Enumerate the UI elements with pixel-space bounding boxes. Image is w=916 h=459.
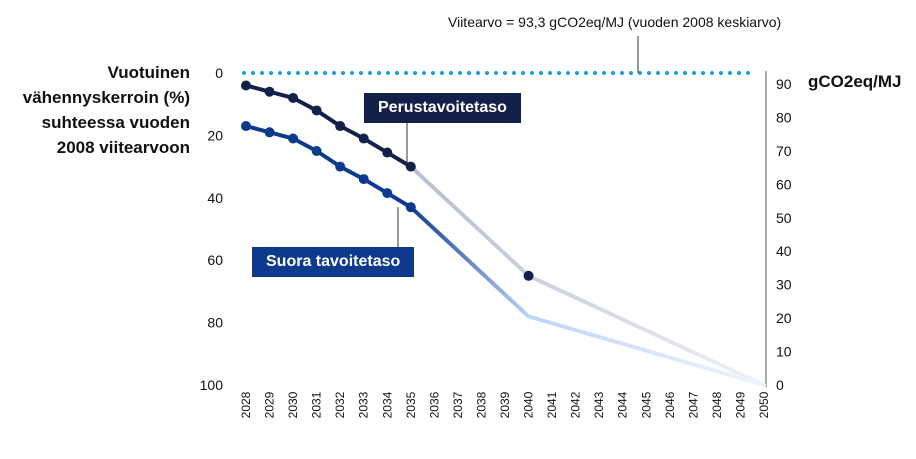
data-point-suora-tavoitetaso <box>264 127 275 138</box>
x-tick-label: 2028 <box>239 391 253 418</box>
x-tick-label: 2044 <box>616 391 630 418</box>
y-tick-label-right: 80 <box>776 109 792 125</box>
x-tick-label: 2035 <box>404 391 418 418</box>
y-tick-label-right: 0 <box>776 377 784 393</box>
x-tick-label: 2042 <box>569 391 583 418</box>
y-tick-label-left: 60 <box>207 252 223 268</box>
x-tick-label: 2034 <box>380 391 394 418</box>
data-point-suora-tavoitetaso <box>241 121 251 132</box>
y-tick-label-right: 50 <box>776 210 792 226</box>
y-tick-label-left: 0 <box>215 65 223 81</box>
y-axis-label-right: gCO2eq/MJ <box>808 72 902 91</box>
data-point-perustavoitetaso <box>288 92 299 103</box>
data-point-perustavoitetaso <box>405 161 416 172</box>
data-point-perustavoitetaso <box>241 80 251 91</box>
y-tick-label-right: 20 <box>776 310 792 326</box>
series-trend-line-perustavoitetaso <box>408 164 766 387</box>
x-tick-label: 2047 <box>686 391 700 418</box>
y-tick-label-right: 40 <box>776 243 792 259</box>
x-tick-label: 2029 <box>263 391 277 418</box>
data-point-suora-tavoitetaso <box>311 146 322 156</box>
y-tick-label-right: 30 <box>776 277 792 293</box>
x-tick-label: 2049 <box>733 391 747 418</box>
x-tick-label: 2041 <box>545 391 559 418</box>
x-tick-label: 2050 <box>757 391 771 418</box>
y-tick-label-right: 10 <box>776 344 792 360</box>
reference-note: Viitearvo = 93,3 gCO2eq/MJ (vuoden 2008 … <box>448 14 782 30</box>
data-point-suora-tavoitetaso <box>405 202 416 213</box>
y-tick-label-left: 40 <box>207 190 223 206</box>
data-point-suora-tavoitetaso <box>288 133 299 144</box>
y-tick-label-right: 70 <box>776 143 792 159</box>
x-tick-label: 2043 <box>592 391 606 418</box>
data-point-perustavoitetaso <box>358 133 369 144</box>
data-point-perustavoitetaso <box>382 147 393 158</box>
legend-badge-perustavoitetaso: Perustavoitetaso <box>364 93 521 123</box>
x-tick-label: 2031 <box>310 391 324 418</box>
x-tick-label: 2032 <box>333 391 347 418</box>
data-point-suora-tavoitetaso <box>358 174 369 185</box>
data-point-perustavoitetaso <box>523 270 534 281</box>
y-tick-label-left: 20 <box>207 127 223 143</box>
y-tick-label-left: 100 <box>200 377 224 393</box>
x-tick-label: 2039 <box>498 391 512 418</box>
y-tick-label-right: 90 <box>776 76 792 92</box>
y-tick-label-right: 60 <box>776 176 792 192</box>
data-point-suora-tavoitetaso <box>335 161 346 172</box>
x-tick-label: 2038 <box>474 391 488 418</box>
data-point-perustavoitetaso <box>335 121 346 132</box>
legend-badge-suora-tavoitetaso: Suora tavoitetaso <box>252 247 415 277</box>
data-point-suora-tavoitetaso <box>382 188 393 199</box>
x-tick-label: 2045 <box>639 391 653 418</box>
data-point-perustavoitetaso <box>264 86 275 97</box>
series-trend-line-suora-tavoitetaso <box>408 205 766 387</box>
data-point-perustavoitetaso <box>311 105 322 116</box>
x-tick-label: 2033 <box>357 391 371 418</box>
y-tick-label-left: 80 <box>207 315 223 331</box>
x-tick-label: 2046 <box>663 391 677 418</box>
y-axis-label-left: Vuotuinen vähennyskerroin (%) suhteessa … <box>22 63 190 157</box>
x-tick-label: 2030 <box>286 391 300 418</box>
x-tick-label: 2040 <box>522 391 536 418</box>
x-tick-label: 2036 <box>427 391 441 418</box>
x-tick-label: 2048 <box>710 391 724 418</box>
x-tick-label: 2037 <box>451 391 465 418</box>
